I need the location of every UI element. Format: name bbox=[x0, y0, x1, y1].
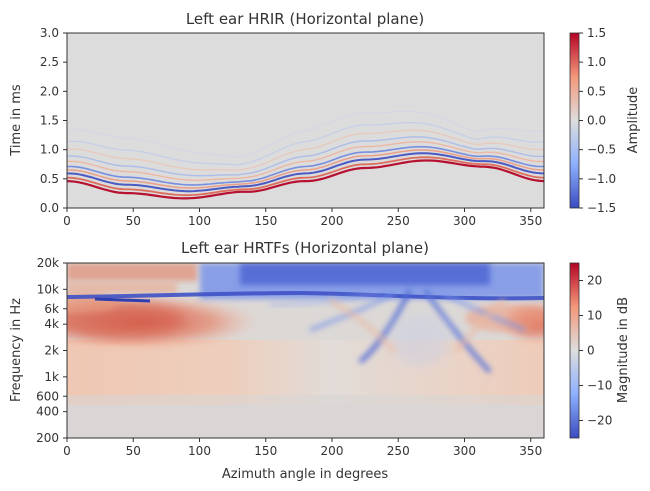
x-tick-label: 150 bbox=[254, 444, 277, 458]
x-tick-label: 100 bbox=[188, 214, 211, 228]
hrtf-title: Left ear HRTFs (Horizontal plane) bbox=[181, 239, 429, 257]
y-tick-label: 1.0 bbox=[40, 143, 59, 157]
y-tick-label: 1.5 bbox=[40, 114, 59, 128]
hrir-trace bbox=[67, 159, 544, 200]
y-tick-label: 20k bbox=[37, 256, 59, 270]
hrtf-panel: Left ear HRTFs (Horizontal plane) bbox=[9, 239, 631, 482]
x-tick-label: 50 bbox=[126, 444, 141, 458]
hrir-title: Left ear HRIR (Horizontal plane) bbox=[186, 10, 424, 28]
hrir-colorbar-ticks: 1.5 1.0 0.5 0.0 −0.5 −1.0 −1.5 bbox=[579, 26, 616, 215]
hrir-trace bbox=[67, 136, 544, 177]
x-tick-label: 350 bbox=[519, 444, 542, 458]
x-tick-label: 150 bbox=[254, 214, 277, 228]
x-tick-label: 200 bbox=[321, 214, 344, 228]
colorbar-tick-label: 0.0 bbox=[587, 114, 606, 128]
y-tick-label: 2.0 bbox=[40, 84, 59, 98]
x-tick-label: 300 bbox=[453, 214, 476, 228]
colorbar-tick-label: −1.0 bbox=[587, 172, 616, 186]
y-tick-label: 6k bbox=[44, 302, 59, 316]
hrir-x-axis: 0 50 100 150 200 250 300 350 bbox=[63, 208, 542, 228]
x-tick-label: 350 bbox=[519, 214, 542, 228]
hrir-y-axis: 0.0 0.5 1.0 1.5 2.0 2.5 3.0 bbox=[40, 26, 67, 215]
x-tick-label: 50 bbox=[126, 214, 141, 228]
hrir-y-axis-label: Time in ms bbox=[9, 84, 24, 157]
colorbar-tick-label: 0.5 bbox=[587, 84, 606, 98]
hrir-trace bbox=[67, 129, 544, 171]
y-tick-label: 10k bbox=[37, 282, 59, 296]
colorbar-tick-label: 1.0 bbox=[587, 55, 606, 69]
y-tick-label: 600 bbox=[36, 389, 59, 403]
hrir-trace bbox=[67, 141, 544, 181]
hrir-colorbar-label: Amplitude bbox=[626, 87, 641, 154]
y-tick-label: 2k bbox=[44, 344, 59, 358]
hrtf-colorbar: 20 10 0 −10 −20 Magnitude in dB bbox=[569, 262, 631, 439]
hrir-traces bbox=[67, 110, 544, 200]
x-tick-label: 0 bbox=[63, 444, 71, 458]
y-tick-label: 200 bbox=[36, 431, 59, 445]
hrtf-heatmap bbox=[67, 263, 544, 438]
hrtf-colorbar-ticks: 20 10 0 −10 −20 bbox=[579, 274, 612, 428]
y-tick-label: 0.5 bbox=[40, 172, 59, 186]
colorbar-tick-label: −10 bbox=[587, 379, 612, 393]
y-tick-label: 2.5 bbox=[40, 55, 59, 69]
colorbar-tick-label: 0 bbox=[587, 344, 595, 358]
hrir-trace bbox=[67, 110, 544, 158]
colorbar-tick-label: 1.5 bbox=[587, 26, 606, 40]
y-tick-label: 0.0 bbox=[40, 201, 59, 215]
x-tick-label: 250 bbox=[387, 214, 410, 228]
y-tick-label: 3.0 bbox=[40, 26, 59, 40]
colorbar-tick-label: 20 bbox=[587, 274, 602, 288]
x-tick-label: 0 bbox=[63, 214, 71, 228]
x-tick-label: 200 bbox=[321, 444, 344, 458]
colorbar-tick-label: −1.5 bbox=[587, 201, 616, 215]
hrtf-x-axis-label: Azimuth angle in degrees bbox=[222, 467, 388, 482]
hrir-trace bbox=[67, 145, 544, 186]
hrtf-colorbar-label: Magnitude in dB bbox=[616, 297, 631, 403]
hrtf-colorbar-gradient bbox=[569, 262, 580, 439]
colorbar-tick-label: −20 bbox=[587, 414, 612, 428]
hrtf-y-axis-label: Frequency in Hz bbox=[9, 298, 24, 402]
hrir-trace bbox=[67, 156, 544, 197]
hrir-colorbar: 1.5 1.0 0.5 0.0 −0.5 −1.0 −1.5 Amplitude bbox=[569, 26, 641, 215]
x-tick-label: 300 bbox=[453, 444, 476, 458]
hrir-trace bbox=[67, 122, 544, 166]
colorbar-tick-label: 10 bbox=[587, 309, 602, 323]
hrir-trace bbox=[67, 149, 544, 189]
hrir-trace bbox=[67, 152, 544, 193]
x-tick-label: 100 bbox=[188, 444, 211, 458]
colorbar-tick-label: −0.5 bbox=[587, 143, 616, 157]
hrtf-x-axis: 0 50 100 150 200 250 300 350 bbox=[63, 438, 542, 458]
y-tick-label: 4k bbox=[44, 317, 59, 331]
y-tick-label: 400 bbox=[36, 405, 59, 419]
x-tick-label: 250 bbox=[387, 444, 410, 458]
hrir-colorbar-gradient bbox=[569, 32, 580, 209]
hrir-panel: Left ear HRIR (Horizontal plane) 0 50 100 1… bbox=[9, 10, 641, 228]
y-tick-label: 1k bbox=[44, 370, 59, 384]
